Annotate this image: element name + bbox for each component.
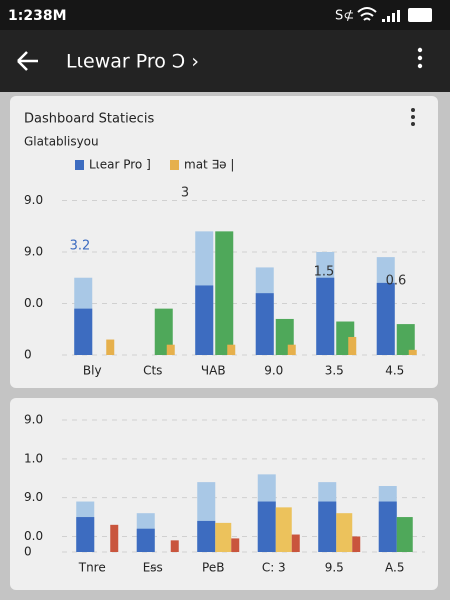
legend-swatch — [75, 160, 84, 170]
bar — [166, 344, 175, 355]
x-tick-label: ЧAB — [201, 364, 226, 378]
x-tick-label: C: 3 — [262, 561, 286, 575]
bar — [110, 524, 119, 552]
y-tick-label: 9.0 — [24, 193, 43, 207]
bar — [396, 324, 415, 355]
bar — [378, 501, 397, 552]
y-tick-label: 0.0 — [24, 529, 43, 543]
bar — [376, 282, 395, 355]
card-menu[interactable] — [411, 108, 415, 126]
y-tick-label: 9.0 — [24, 244, 43, 258]
bar — [231, 538, 240, 552]
y-tick-label: 9.0 — [24, 490, 43, 504]
x-tick-label: 4.5 — [385, 364, 404, 378]
x-tick-label: 3.5 — [325, 364, 344, 378]
bar — [170, 540, 179, 552]
bar — [215, 522, 232, 552]
bar — [336, 513, 353, 552]
bar — [291, 534, 300, 552]
legend-swatch — [170, 160, 179, 170]
status-icons: S⊄ — [335, 9, 354, 24]
bar — [257, 501, 276, 552]
annotation: 3.2 — [70, 239, 91, 254]
bar — [287, 344, 296, 355]
bar — [197, 520, 216, 552]
bar — [154, 308, 173, 355]
bar — [275, 507, 292, 552]
back-button[interactable] — [17, 51, 38, 71]
x-tick-label: PeB — [202, 561, 224, 575]
bar — [408, 349, 417, 355]
app-bar — [0, 30, 450, 92]
status-bar — [0, 0, 450, 30]
legend-label: mat ∃ə | — [184, 158, 234, 172]
app-title: Lιewar Pro Ↄ › — [66, 51, 199, 73]
x-tick-label: Eꞩs — [143, 561, 163, 575]
bar — [255, 293, 274, 355]
x-tick-label: Bly — [83, 364, 102, 378]
x-tick-label: Tnre — [78, 561, 106, 575]
legend-label: Lιear Pro ] — [89, 158, 151, 172]
wifi-icon — [357, 7, 377, 21]
x-tick-label: A.5 — [385, 561, 404, 575]
bar — [348, 336, 357, 355]
bar — [76, 517, 95, 552]
x-tick-label: Cts — [143, 364, 162, 378]
bar — [316, 277, 335, 355]
bar — [227, 344, 236, 355]
bar — [396, 517, 413, 552]
bar — [136, 528, 155, 552]
card-subtitle: Glatablisyou — [24, 135, 99, 149]
y-tick-label: 1.0 — [24, 451, 43, 465]
y-tick-label: 0 — [24, 545, 32, 559]
battery-icon — [408, 8, 432, 22]
y-tick-label: 9.0 — [24, 413, 43, 427]
x-tick-label: 9.0 — [264, 364, 283, 378]
card-title: Dashboard Statiecis — [24, 112, 154, 127]
bar — [106, 339, 115, 355]
bar — [195, 285, 214, 355]
bar — [74, 308, 93, 355]
y-tick-label: 0 — [24, 348, 32, 362]
bar — [318, 501, 337, 552]
annotation: 3 — [181, 186, 189, 201]
overflow-menu[interactable] — [417, 47, 423, 69]
signal-icon — [382, 10, 400, 22]
annotation: 0.6 — [386, 274, 407, 289]
y-tick-label: 0.0 — [24, 296, 43, 310]
bar — [215, 231, 234, 355]
x-tick-label: 9.5 — [325, 561, 344, 575]
annotation: 1.5 — [314, 265, 335, 280]
status-time: 1:238M — [8, 8, 67, 24]
bar — [352, 536, 361, 552]
